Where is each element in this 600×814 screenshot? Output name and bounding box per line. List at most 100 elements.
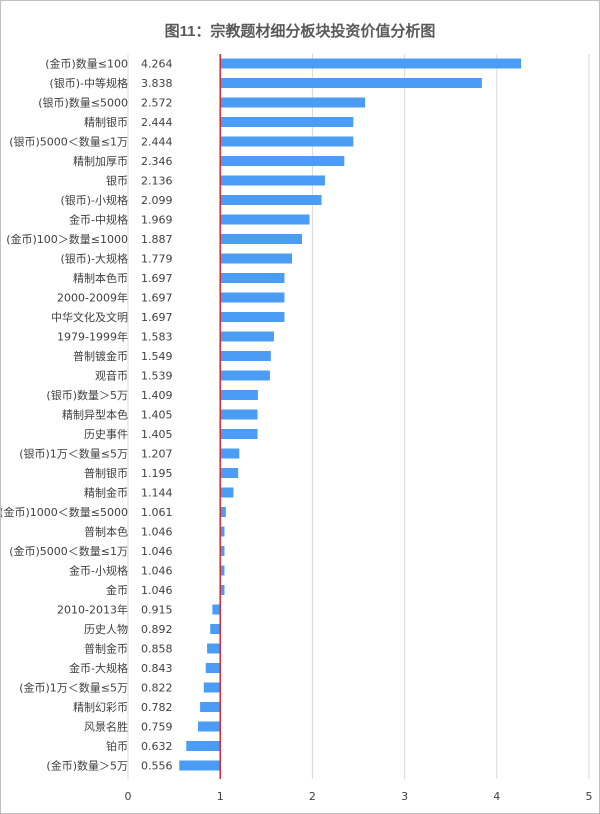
value-label: 1.697 (141, 311, 173, 324)
value-label: 0.892 (141, 623, 173, 636)
value-label: 2.444 (141, 136, 173, 149)
bar (220, 487, 234, 498)
bar (220, 468, 239, 478)
bar (220, 351, 271, 361)
category-label: 金币 (106, 583, 128, 597)
value-label: 1.409 (141, 389, 173, 402)
category-label: 普制银币 (84, 466, 128, 480)
bar (203, 682, 221, 693)
category-label: 观音币 (95, 369, 128, 383)
bar (179, 760, 221, 771)
value-label: 1.539 (141, 370, 173, 383)
bar (220, 429, 258, 439)
category-label: 精制幻彩币 (73, 701, 128, 714)
bar (212, 604, 221, 615)
bar (210, 624, 221, 634)
bar (220, 565, 225, 576)
value-label: 1.779 (141, 253, 173, 266)
value-label: 1.046 (141, 526, 173, 539)
x-tick-label: 3 (401, 790, 408, 803)
value-label: 0.858 (141, 643, 173, 656)
category-label: 历史事件 (84, 428, 128, 441)
bar (220, 117, 354, 127)
value-label: 0.632 (141, 740, 173, 753)
bar (220, 156, 345, 166)
category-label: (银币)-小规格 (60, 193, 128, 207)
bar (220, 136, 354, 147)
category-label: (银币)-大规格 (60, 252, 128, 266)
bar (220, 370, 270, 381)
chart-title: 图11：宗教题材细分板块投资价值分析图 (165, 22, 436, 40)
bar (220, 273, 285, 283)
x-tick-label: 4 (493, 790, 500, 803)
bar (220, 390, 258, 400)
value-label: 1.046 (141, 545, 173, 558)
value-label: 3.838 (141, 77, 173, 90)
value-label: 1.583 (141, 331, 173, 344)
value-label: 2.572 (141, 97, 173, 110)
category-label: 2000-2009年 (57, 291, 128, 305)
value-label: 1.046 (141, 584, 173, 597)
category-label: 精制金币 (84, 486, 128, 500)
bar (207, 643, 221, 654)
bar (220, 234, 302, 244)
category-label: 精制异型本色 (62, 408, 128, 422)
value-label: 2.346 (141, 155, 173, 168)
value-label: 1.697 (141, 272, 173, 285)
value-label: 4.264 (141, 58, 173, 71)
category-label: (银币)5000＜数量≤1万 (9, 135, 128, 149)
value-label: 1.697 (141, 292, 173, 305)
category-label: (金币)数量＞5万 (46, 759, 128, 773)
category-label: 中华文化及文明 (51, 310, 128, 324)
value-label: 1.405 (141, 428, 173, 441)
value-label: 0.843 (141, 662, 173, 675)
x-tick-label: 2 (309, 790, 316, 803)
bar (200, 702, 221, 712)
value-label: 2.099 (141, 194, 173, 207)
bar (220, 331, 274, 342)
category-label: 普制金币 (84, 642, 128, 656)
value-label: 0.915 (141, 604, 173, 617)
value-label: 0.556 (141, 760, 173, 773)
category-label: (金币)1万＜数量≤5万 (19, 681, 128, 695)
bar (220, 78, 482, 88)
bars (179, 58, 522, 771)
category-label: (金币)100＞数量≤1000 (6, 232, 128, 246)
bar (220, 526, 225, 537)
value-label: 0.759 (141, 721, 173, 734)
category-labels: (金币)数量≤100 (银币)-中等规格 (银币)数量≤5000 精制银币 (银币)50… (1, 57, 128, 773)
x-tick-label: 5 (586, 790, 593, 803)
category-label: 2010-2013年 (57, 603, 128, 617)
category-label: 金币-小规格 (69, 564, 128, 578)
value-label: 1.144 (141, 487, 173, 500)
bar (205, 663, 221, 673)
bar (220, 409, 258, 420)
value-label: 0.782 (141, 701, 173, 714)
category-label: 银币 (106, 174, 128, 188)
value-label: 1.061 (141, 506, 173, 519)
category-label: 精制加厚币 (73, 155, 128, 168)
value-label: 1.549 (141, 350, 173, 363)
bar (220, 175, 325, 186)
category-label: 铂币 (106, 739, 128, 753)
bar (220, 195, 322, 205)
x-tick-label: 0 (125, 790, 132, 803)
category-label: (金币)1000＜数量≤5000 (1, 505, 128, 519)
gridlines (127, 54, 590, 779)
category-label: 历史人物 (84, 622, 128, 636)
value-label: 2.136 (141, 175, 173, 188)
bar (220, 448, 240, 459)
value-label: 1.207 (141, 448, 173, 461)
category-label: 金币-中规格 (69, 213, 128, 227)
bar (186, 741, 221, 751)
value-label: 0.822 (141, 682, 173, 695)
bar (220, 585, 225, 595)
value-label: 1.405 (141, 409, 173, 422)
category-label: 精制银币 (84, 115, 128, 129)
category-label: 1979-1999年 (57, 330, 128, 344)
bar (220, 507, 226, 517)
bar (220, 292, 285, 303)
value-label: 1.887 (141, 233, 173, 246)
